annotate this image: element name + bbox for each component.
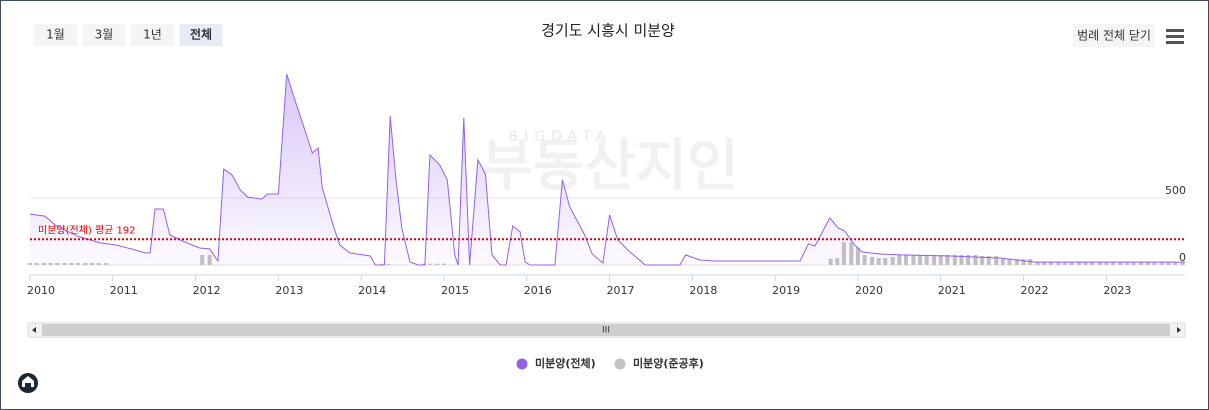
- scroll-right[interactable]: [1177, 327, 1181, 333]
- x-tick-label: 2010: [27, 284, 55, 297]
- scroll-left[interactable]: [32, 327, 36, 333]
- range-button-label[interactable]: 전체: [190, 27, 212, 42]
- watermark: 부동산지인: [481, 134, 739, 199]
- range-button[interactable]: [82, 24, 126, 46]
- area-fill: [30, 74, 1185, 265]
- range-button-label[interactable]: 1월: [46, 28, 65, 42]
- range-selector: 1월 3월 1년 전체: [34, 24, 223, 46]
- legend: 미분양(전체) 미분양(준공후): [516, 356, 704, 370]
- legend-label[interactable]: 미분양(준공후): [633, 356, 704, 370]
- x-tick-label: 2019: [772, 284, 800, 297]
- range-button-label[interactable]: 3월: [95, 28, 114, 42]
- menu-bar[interactable]: [1166, 41, 1184, 44]
- legend-toggle-button[interactable]: [1073, 24, 1155, 47]
- legend-marker[interactable]: [614, 358, 626, 370]
- range-button-label[interactable]: 1년: [143, 28, 162, 42]
- x-tick-label: 2022: [1021, 284, 1049, 297]
- average-label: 미분양(전체) 평균 192: [38, 224, 136, 236]
- menu-button[interactable]: [1166, 29, 1184, 44]
- menu-bar[interactable]: [1166, 29, 1184, 32]
- x-tick-label: 2020: [855, 284, 883, 297]
- legend-label[interactable]: 미분양(전체): [535, 356, 596, 370]
- x-tick-label: 2013: [275, 284, 303, 297]
- menu-bar[interactable]: [1166, 35, 1184, 38]
- range-button[interactable]: [34, 24, 77, 46]
- bar: [421, 263, 426, 265]
- range-button[interactable]: [131, 24, 174, 46]
- watermark-top: BIGDATA: [509, 129, 612, 145]
- x-tick-label: 2012: [193, 284, 221, 297]
- legend-marker[interactable]: [516, 358, 528, 370]
- x-tick-label: 2015: [441, 284, 469, 297]
- logo-icon: [22, 376, 34, 387]
- x-tick-label: 2021: [938, 284, 966, 297]
- x-tick-label: 2016: [524, 284, 552, 297]
- x-tick-label: 2011: [110, 284, 138, 297]
- x-tick-label: 2023: [1103, 284, 1131, 297]
- chart-title: 경기도 시흥시 미분양: [541, 22, 675, 40]
- range-button[interactable]: [179, 24, 223, 46]
- x-tick-label: 2018: [689, 284, 717, 297]
- x-tick-label: 2014: [358, 284, 386, 297]
- legend-toggle-label[interactable]: 범례 전체 닫기: [1077, 29, 1151, 43]
- plot-area: 0 500 2010 2011 2012 2013 2014 2015 2016 2017 2018…: [27, 73, 1186, 297]
- scrollbar-thumb[interactable]: [42, 324, 1170, 336]
- y-tick-label: 0: [1179, 251, 1186, 264]
- x-tick-label: 2017: [607, 284, 635, 297]
- bar: [379, 263, 384, 265]
- line: [29, 73, 1185, 266]
- scrollbar-grip[interactable]: III: [602, 326, 610, 336]
- y-tick-label: 500: [1165, 184, 1186, 197]
